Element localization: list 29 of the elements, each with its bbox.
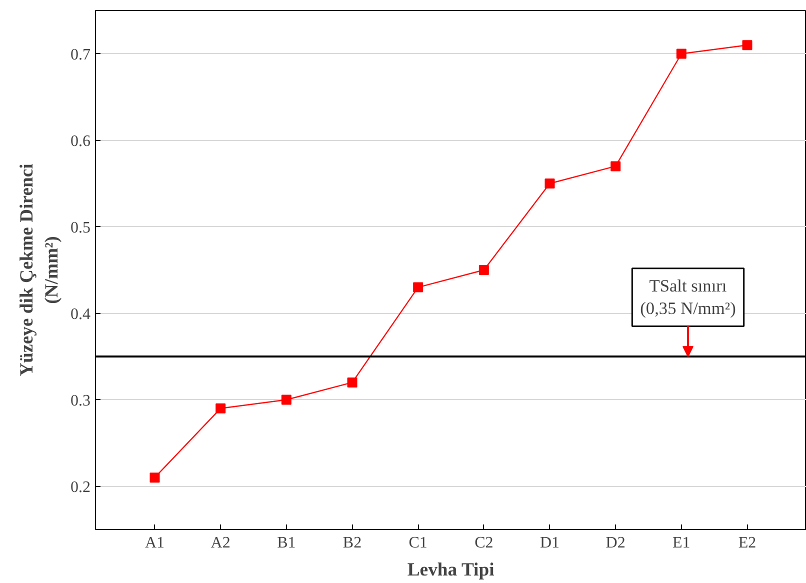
x-tick-label: B1 [277,534,296,552]
x-axis-title: Levha Tipi [407,560,494,580]
point [676,48,686,59]
y-tick-label: 0.3 [70,392,90,410]
point [413,282,424,292]
y-tick-label: 0.2 [70,478,90,496]
y-tick-label: 0.6 [70,132,90,150]
point [216,403,226,414]
point [150,472,160,483]
point [610,161,621,172]
ref-line-label: TSalt sınırı (0,35 N/mm²) [640,276,736,318]
point [478,265,489,275]
point [544,178,555,188]
y-tick-label: 0.7 [70,46,90,64]
x-tick-label: A1 [144,534,165,552]
x-tick-label: E1 [672,534,690,552]
x-tick-label: D1 [540,534,560,552]
point [281,394,292,405]
x-tick-label: C1 [408,534,428,552]
y-tick-label: 0.4 [70,306,90,323]
x-tick-label: C2 [474,534,494,552]
x-tick-label: E2 [738,534,756,552]
x-tick-label: A2 [210,534,230,552]
point [347,377,358,388]
point [742,40,752,50]
x-tick-label: D2 [606,534,626,552]
x-tick-label: B2 [342,534,362,552]
y-tick-label: 0.5 [70,219,90,236]
y-axis-title: Yüzeye dik Çekme Direnci (N/mm²) [16,164,62,376]
